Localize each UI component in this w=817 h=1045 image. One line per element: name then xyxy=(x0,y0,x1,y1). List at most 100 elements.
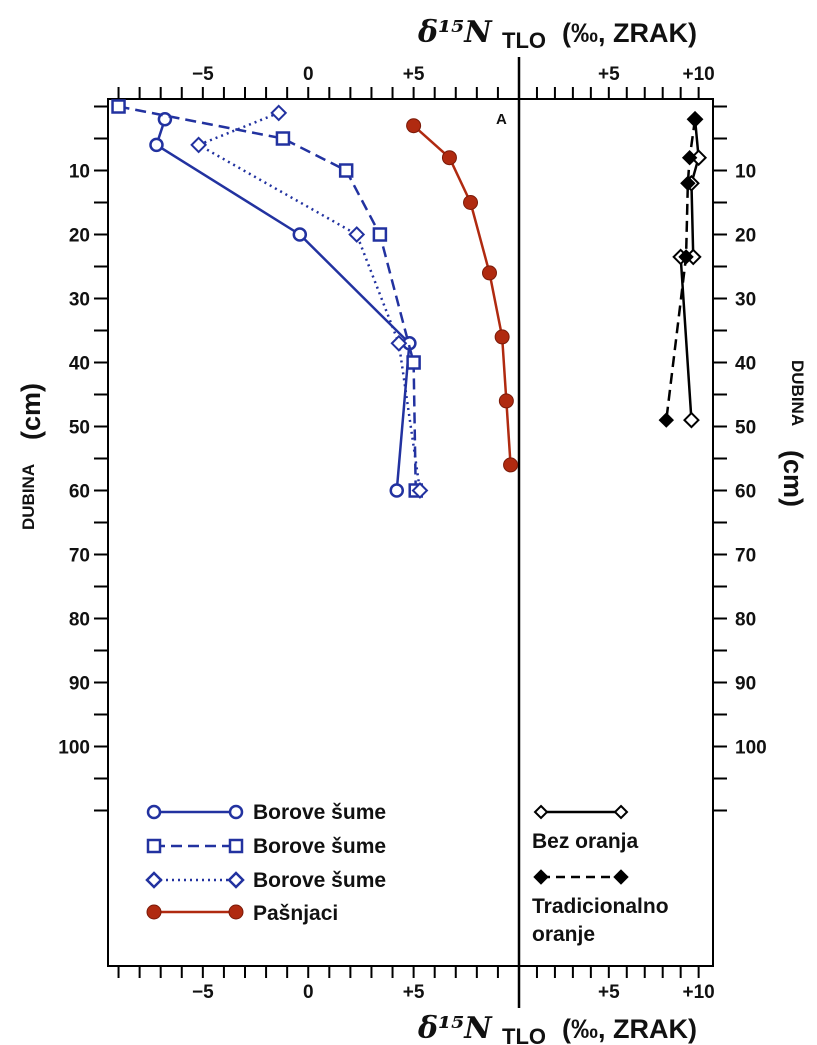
y-tick-label-right: 20 xyxy=(735,226,756,247)
data-point-0-3-2 xyxy=(463,195,479,210)
x-tick-label-top: +10 xyxy=(683,64,715,85)
top-axis-title-main: δ¹⁵N xyxy=(417,15,493,50)
x-tick-label-top: 0 xyxy=(303,64,314,85)
data-point-1-1-0 xyxy=(687,111,703,128)
data-point-0-0-0 xyxy=(157,112,173,127)
bottom-axis-title-sub: TLO xyxy=(502,1024,546,1045)
legend-text-c1: Bez oranja xyxy=(532,830,639,853)
data-point-0-3-0 xyxy=(406,118,422,134)
legend-panel-a: Borove šume Borove šume Borove šume Pašn… xyxy=(145,801,386,925)
legend-marker-c2b xyxy=(613,869,629,885)
legend-marker-a4 xyxy=(146,904,162,920)
data-point-0-2-0 xyxy=(270,104,288,122)
data-point-0-3-1 xyxy=(441,150,457,166)
y-tick-label-right: 60 xyxy=(735,482,756,503)
y-tick-label-left: 70 xyxy=(69,546,90,567)
y-tick-label-left: 40 xyxy=(69,354,90,375)
data-point-0-2-4 xyxy=(411,482,429,499)
x-tick-label-bottom: +5 xyxy=(403,982,425,1003)
y-tick-label-right: 50 xyxy=(735,418,756,439)
panel-label-a: A xyxy=(496,111,507,128)
series-line-0-0 xyxy=(155,118,411,491)
data-point-1-0-5 xyxy=(683,411,700,429)
data-point-1-1-3 xyxy=(678,249,694,265)
legend-text-c2-line1: Tradicionalno xyxy=(532,895,669,918)
legend-text-c2-line2: oranje xyxy=(532,923,595,946)
legend-text-a4: Pašnjaci xyxy=(253,902,338,925)
series-line-0-1 xyxy=(118,105,417,491)
legend-marker-a2b xyxy=(228,838,244,854)
legend-text-a1: Borove šume xyxy=(253,801,386,824)
plot-frame xyxy=(107,98,714,967)
legend-marker-a1 xyxy=(146,804,162,820)
legend-marker-c2 xyxy=(533,869,549,885)
data-point-1-1-1 xyxy=(681,149,698,166)
series-line-0-3 xyxy=(412,124,512,465)
legend-text-a2: Borove šume xyxy=(253,835,386,858)
series-line-1-1 xyxy=(665,119,697,421)
data-point-0-1-0 xyxy=(111,99,126,114)
legend-marker-a4b xyxy=(228,904,244,920)
x-tick-label-top: +5 xyxy=(403,64,425,85)
data-point-1-1-4 xyxy=(658,412,675,428)
data-point-0-0-2 xyxy=(292,227,308,242)
y-tick-label-right: 80 xyxy=(735,610,756,631)
data-point-0-3-6 xyxy=(503,457,519,473)
legend-marker-a2 xyxy=(146,838,162,854)
legend-marker-c1 xyxy=(533,804,549,820)
y-tick-label-left: 30 xyxy=(69,290,90,311)
y-tick-label-left: 80 xyxy=(69,610,90,631)
legend-marker-a1b xyxy=(228,804,244,820)
y-tick-label-right: 90 xyxy=(735,674,756,695)
x-tick-label-bottom: 0 xyxy=(303,982,314,1003)
right-axis-title-units: (cm) xyxy=(778,450,808,507)
data-point-0-2-1 xyxy=(190,136,208,154)
left-axis-title-main: DUBINA xyxy=(19,464,38,530)
right-axis-title: DUBINA (cm) xyxy=(778,360,808,507)
y-tick-label-right: 40 xyxy=(735,354,756,375)
bottom-axis-title-units: (‰, ZRAK) xyxy=(562,1014,697,1044)
data-point-0-3-3 xyxy=(481,265,497,281)
series-group xyxy=(111,99,708,499)
data-point-0-2-3 xyxy=(390,334,408,352)
axes-group: 10 10 20 20 30 30 40 40 50 50 60 60 70 70 80 80 90 90 100 1… xyxy=(58,64,766,1003)
data-point-0-3-4 xyxy=(494,329,510,345)
y-tick-label-right: 100 xyxy=(735,738,767,759)
legend-marker-c1b xyxy=(613,804,629,820)
left-axis-title-units: (cm) xyxy=(16,383,46,440)
data-point-0-1-1 xyxy=(275,131,291,146)
right-axis-title-main: DUBINA xyxy=(788,360,807,426)
legend-text-a3: Borove šume xyxy=(253,869,386,892)
y-tick-label-left: 100 xyxy=(58,738,90,759)
data-point-1-1-2 xyxy=(680,175,696,192)
x-tick-label-bottom: +10 xyxy=(683,982,715,1003)
y-tick-label-left: 60 xyxy=(69,482,90,503)
left-axis-title: DUBINA (cm) xyxy=(16,383,46,530)
data-point-0-1-3 xyxy=(372,227,388,242)
legend-marker-a3b xyxy=(227,871,245,889)
x-tick-label-top: +5 xyxy=(598,64,620,85)
legend-panel-c: Bez oranja Tradicionalno oranje xyxy=(532,804,669,946)
legend-marker-a3 xyxy=(145,871,163,889)
x-tick-label-bottom: −5 xyxy=(192,982,214,1003)
series-line-0-2 xyxy=(197,111,422,491)
data-point-0-0-4 xyxy=(389,483,405,498)
data-point-0-1-4 xyxy=(406,355,421,370)
data-point-0-1-2 xyxy=(338,163,354,178)
y-tick-label-right: 30 xyxy=(735,290,756,311)
data-point-0-0-1 xyxy=(149,137,164,153)
top-axis-title-units: (‰, ZRAK) xyxy=(562,18,697,48)
y-tick-label-left: 50 xyxy=(69,418,90,439)
x-tick-label-bottom: +5 xyxy=(598,982,620,1003)
top-axis-title-sub: TLO xyxy=(502,28,546,53)
y-tick-label-left: 90 xyxy=(69,674,90,695)
y-tick-label-right: 70 xyxy=(735,546,756,567)
y-tick-label-right: 10 xyxy=(735,162,756,183)
y-tick-label-left: 20 xyxy=(69,226,90,247)
y-tick-label-left: 10 xyxy=(69,162,90,183)
data-point-0-2-2 xyxy=(348,226,366,243)
x-tick-label-top: −5 xyxy=(192,64,214,85)
data-point-0-3-5 xyxy=(498,393,514,409)
bottom-axis-title-main: δ¹⁵N xyxy=(417,1011,493,1045)
